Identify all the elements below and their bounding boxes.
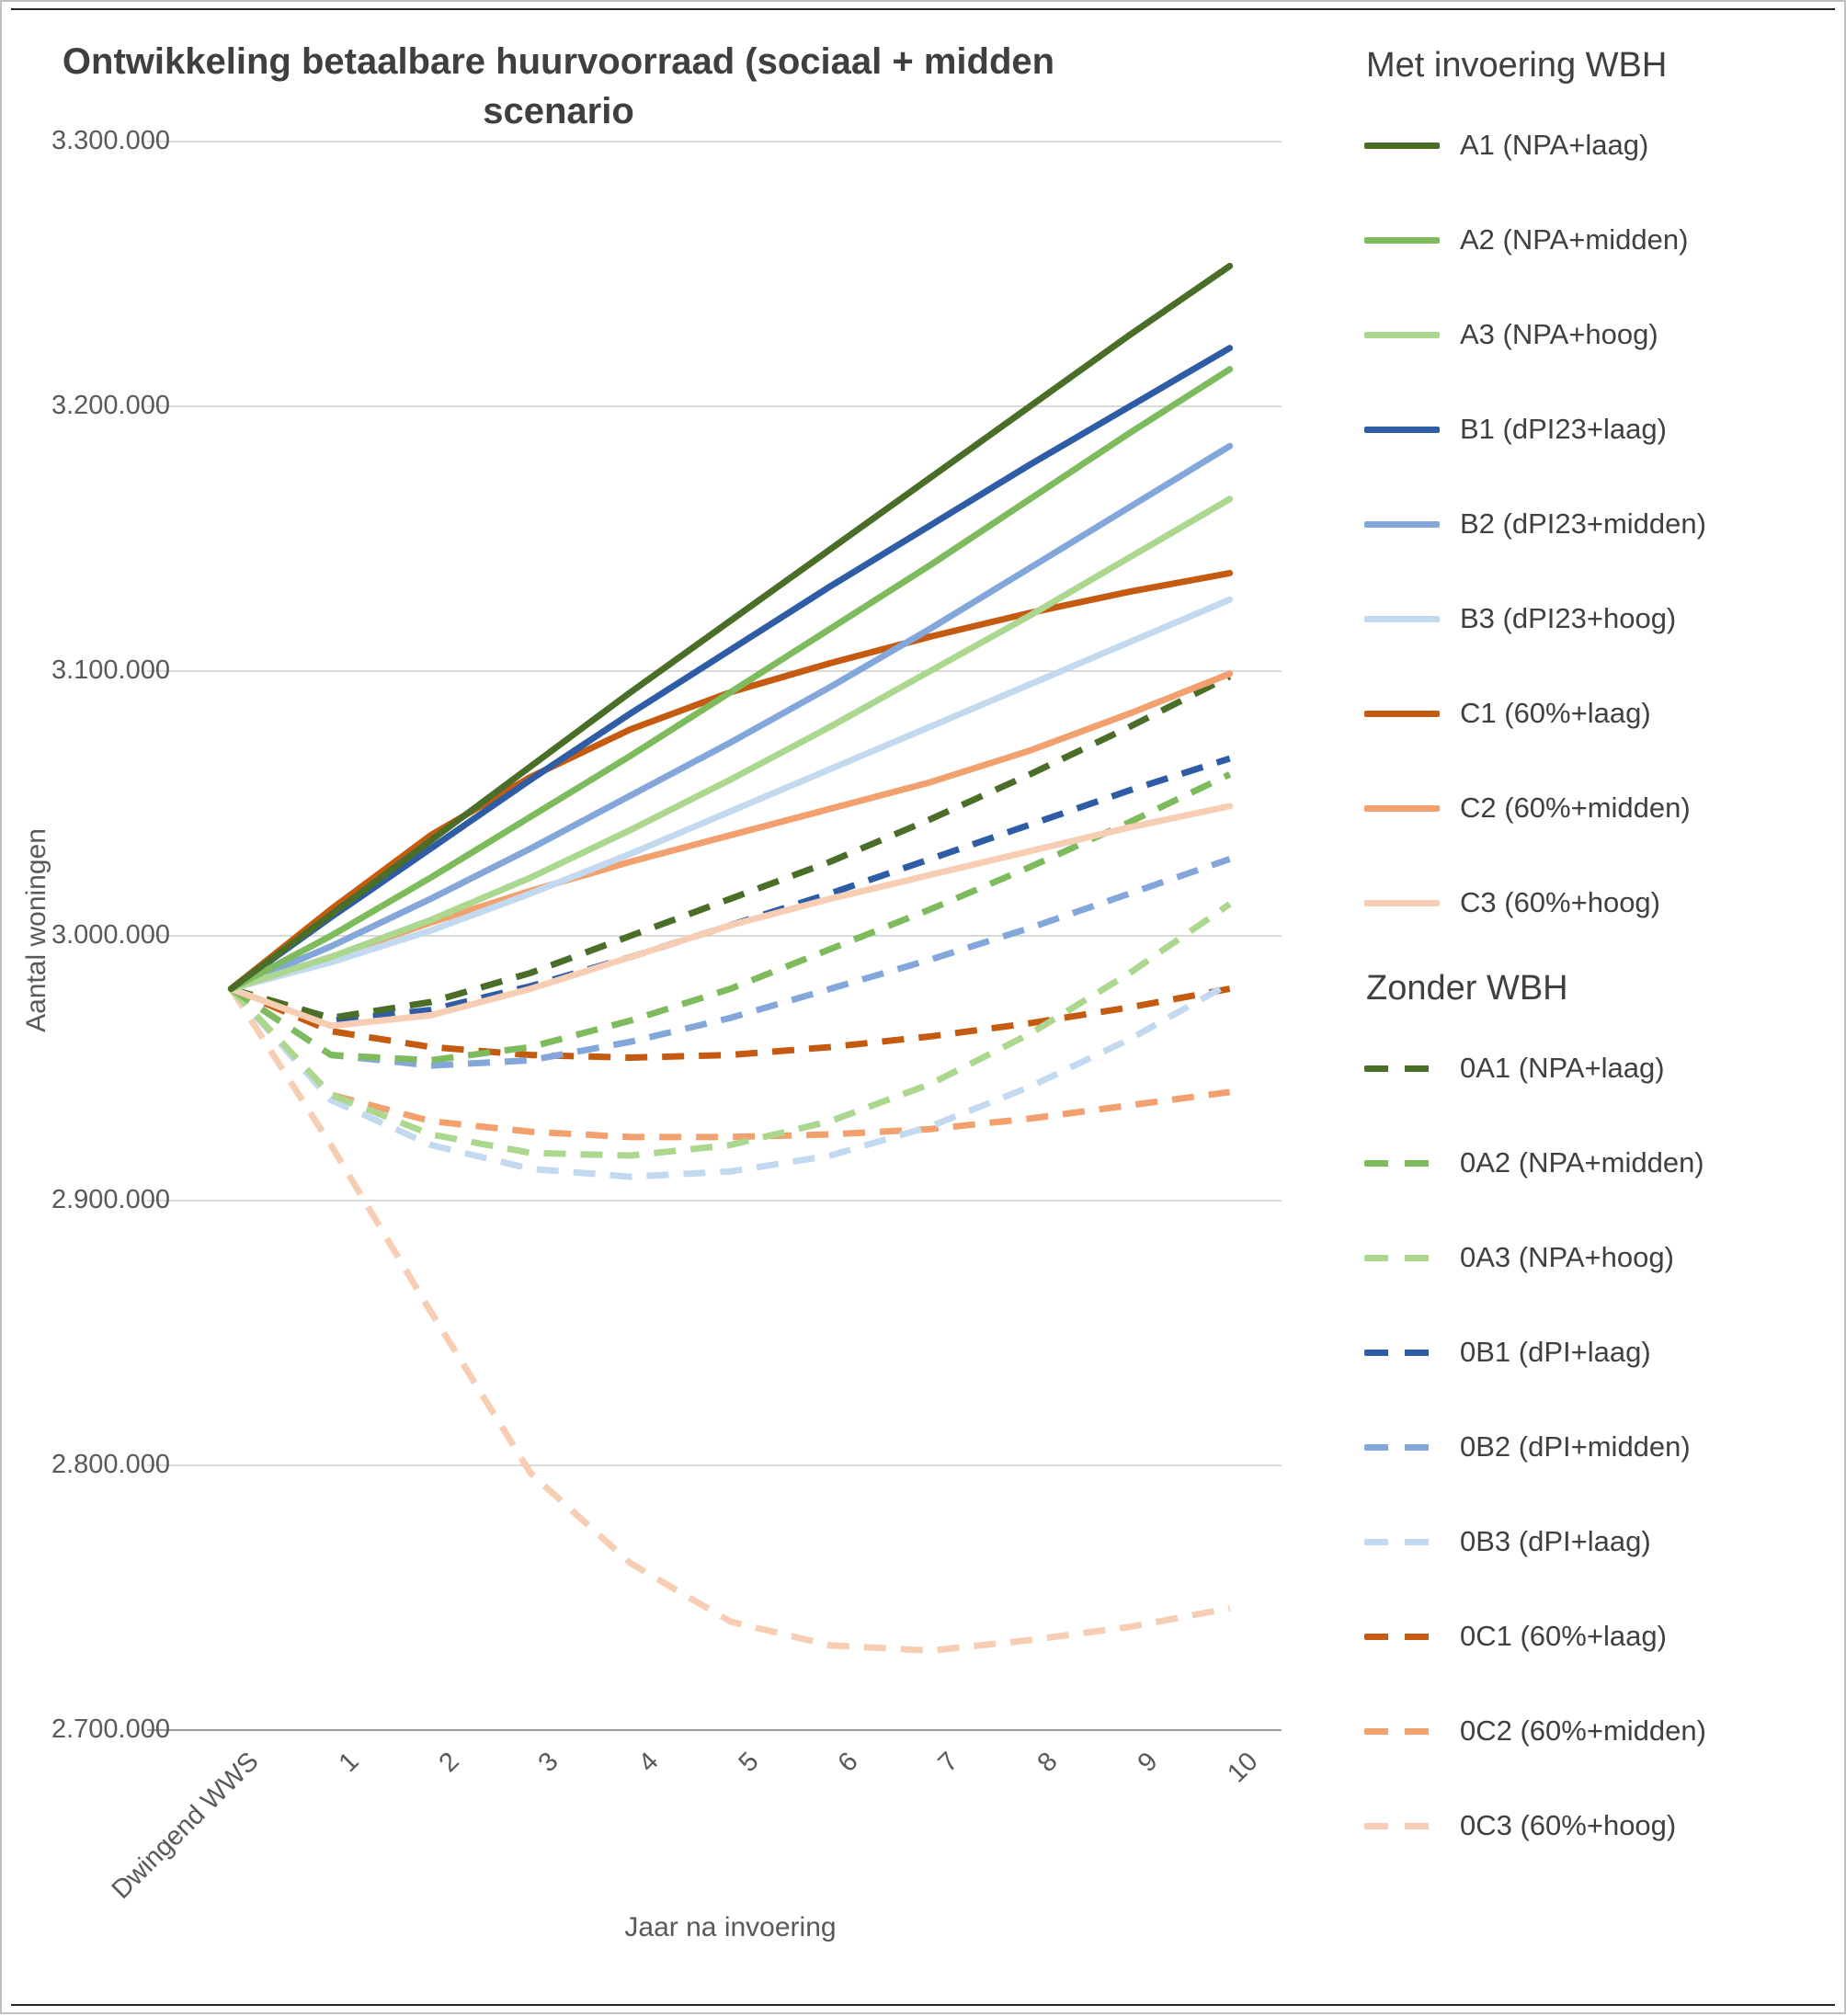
legend-item-label: 0C2 (60%+midden) bbox=[1460, 1714, 1706, 1747]
legend-item: 0A2 (NPA+midden) bbox=[1364, 1134, 1840, 1191]
legend-line-swatch bbox=[1364, 1727, 1440, 1735]
legend-item: B3 (dPI23+hoog) bbox=[1364, 590, 1840, 647]
legend-item-label: 0C3 (60%+hoog) bbox=[1460, 1809, 1677, 1841]
legend-line-swatch bbox=[1364, 142, 1440, 149]
legend-item: 0A3 (NPA+hoog) bbox=[1364, 1229, 1840, 1286]
legend-line-swatch bbox=[1364, 1349, 1440, 1356]
legend-item-label: 0B2 (dPI+midden) bbox=[1460, 1430, 1691, 1463]
bottom-frame-line bbox=[11, 2004, 1835, 2006]
series-line-a1 bbox=[227, 262, 1234, 993]
legend-line-swatch bbox=[1364, 1159, 1440, 1167]
legend-group-heading-zonder-wbh: Zonder WBH bbox=[1366, 969, 1568, 1008]
legend-item: 0A1 (NPA+laag) bbox=[1364, 1040, 1840, 1097]
series-line-0a1 bbox=[230, 673, 1232, 1021]
legend-item: 0C2 (60%+midden) bbox=[1364, 1703, 1840, 1760]
chart-title-line1: Ontwikkeling betaalbare huurvoorraad (so… bbox=[62, 41, 1055, 82]
chart-legend: Met invoering WBH A1 (NPA+laag) A2 (NPA+m… bbox=[1364, 35, 1840, 1892]
legend-item-label: 0B1 (dPI+laag) bbox=[1460, 1336, 1651, 1368]
legend-item: B2 (dPI23+midden) bbox=[1364, 495, 1840, 552]
legend-item-label: 0B3 (dPI+laag) bbox=[1460, 1525, 1651, 1557]
series-line-0b2 bbox=[229, 856, 1231, 1069]
legend-line-swatch bbox=[1364, 236, 1440, 244]
legend-group-heading-met-invoering-wbh: Met invoering WBH bbox=[1366, 46, 1668, 85]
series-line-0c2 bbox=[228, 986, 1231, 1141]
series-line-a3 bbox=[227, 495, 1234, 993]
y-axis-title: Aantal woningen bbox=[21, 828, 51, 1032]
y-axis-tick-label: 2.900.000 bbox=[51, 1185, 170, 1214]
series-line-0a2 bbox=[229, 771, 1232, 1064]
legend-item: 0C3 (60%+hoog) bbox=[1364, 1797, 1840, 1854]
legend-line-swatch bbox=[1364, 426, 1440, 433]
legend-line-swatch bbox=[1364, 1633, 1440, 1640]
legend-line-swatch bbox=[1364, 1822, 1440, 1829]
legend-line-swatch bbox=[1364, 804, 1440, 812]
legend-item-label: B1 (dPI23+laag) bbox=[1460, 413, 1667, 445]
legend-item: 0B1 (dPI+laag) bbox=[1364, 1324, 1840, 1381]
series-line-b1 bbox=[227, 345, 1234, 993]
series-line-0b1 bbox=[230, 755, 1231, 1024]
legend-item: 0C1 (60%+laag) bbox=[1364, 1608, 1840, 1665]
chart-title: Ontwikkeling betaalbare huurvoorraad (so… bbox=[28, 37, 1089, 136]
series-line-b2 bbox=[227, 442, 1234, 993]
legend-item-label: C2 (60%+midden) bbox=[1460, 792, 1691, 824]
y-axis-tick-label: 3.300.000 bbox=[51, 126, 170, 155]
legend-item-label: B3 (dPI23+hoog) bbox=[1460, 602, 1677, 634]
legend-item-label: 0C1 (60%+laag) bbox=[1460, 1620, 1667, 1652]
y-axis-tick-label: 2.800.000 bbox=[51, 1450, 170, 1479]
series-line-0a3 bbox=[228, 901, 1232, 1159]
legend-item: 0B2 (dPI+midden) bbox=[1364, 1418, 1840, 1475]
legend-item-label: C3 (60%+hoog) bbox=[1460, 886, 1660, 918]
series-line-0c3 bbox=[228, 986, 1231, 1655]
series-line-b3 bbox=[227, 596, 1234, 993]
legend-line-swatch bbox=[1364, 1065, 1440, 1072]
series-line-c3 bbox=[227, 803, 1234, 1030]
legend-item-label: A3 (NPA+hoog) bbox=[1460, 318, 1658, 350]
legend-line-swatch bbox=[1364, 331, 1440, 338]
x-axis-title: Jaar na invoering bbox=[624, 1912, 837, 1942]
legend-line-swatch bbox=[1364, 1254, 1440, 1261]
legend-item-label: A2 (NPA+midden) bbox=[1460, 223, 1689, 256]
legend-line-swatch bbox=[1364, 710, 1440, 717]
legend-line-swatch bbox=[1364, 615, 1440, 622]
series-line-0b3 bbox=[228, 980, 1232, 1180]
y-axis-tick-label: 3.100.000 bbox=[51, 655, 170, 685]
legend-line-swatch bbox=[1364, 1443, 1440, 1451]
legend-line-swatch bbox=[1364, 899, 1440, 906]
legend-item-label: A1 (NPA+laag) bbox=[1460, 129, 1649, 161]
legend-group-zonder-wbh: 0A1 (NPA+laag) 0A2 (NPA+midden) 0A3 (NPA+h… bbox=[1364, 1040, 1840, 1854]
legend-item-label: 0A2 (NPA+midden) bbox=[1460, 1146, 1704, 1179]
y-axis-tick-label: 3.200.000 bbox=[51, 391, 170, 420]
legend-item: C3 (60%+hoog) bbox=[1364, 874, 1840, 931]
legend-group-met-invoering-wbh: A1 (NPA+laag) A2 (NPA+midden) A3 (NPA+hoog… bbox=[1364, 117, 1840, 931]
legend-item: C1 (60%+laag) bbox=[1364, 685, 1840, 742]
legend-item: A2 (NPA+midden) bbox=[1364, 211, 1840, 268]
y-axis-tick-label: 2.700.000 bbox=[51, 1714, 170, 1744]
legend-line-swatch bbox=[1364, 520, 1440, 528]
legend-item-label: 0A3 (NPA+hoog) bbox=[1460, 1241, 1674, 1273]
legend-item-label: C1 (60%+laag) bbox=[1460, 697, 1651, 729]
legend-line-swatch bbox=[1364, 1538, 1440, 1545]
legend-item: A3 (NPA+hoog) bbox=[1364, 306, 1840, 363]
series-line-a2 bbox=[227, 366, 1234, 993]
top-frame-line bbox=[11, 8, 1835, 10]
legend-item: B1 (dPI23+laag) bbox=[1364, 401, 1840, 458]
legend-item: 0B3 (dPI+laag) bbox=[1364, 1513, 1840, 1570]
legend-item-label: 0A1 (NPA+laag) bbox=[1460, 1052, 1665, 1084]
legend-item: A1 (NPA+laag) bbox=[1364, 117, 1840, 174]
y-axis-tick-label: 3.000.000 bbox=[51, 920, 170, 950]
legend-item: C2 (60%+midden) bbox=[1364, 780, 1840, 837]
chart-title-line2: scenario bbox=[483, 91, 634, 131]
legend-item-label: B2 (dPI23+midden) bbox=[1460, 507, 1706, 540]
